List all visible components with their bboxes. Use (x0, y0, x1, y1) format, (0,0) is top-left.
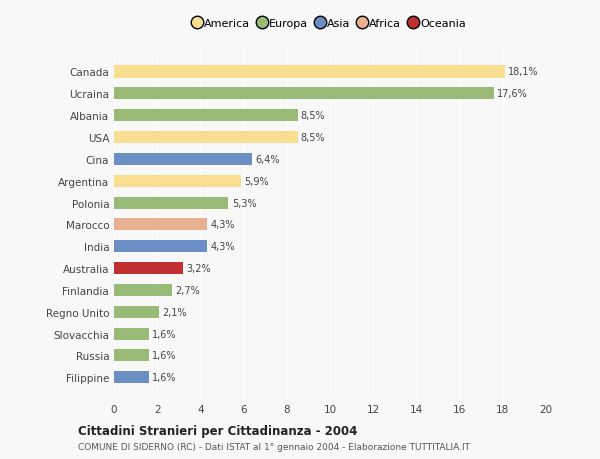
Text: 17,6%: 17,6% (497, 89, 528, 99)
Bar (114, 371, 149, 383)
Text: 8,5%: 8,5% (301, 111, 325, 121)
Bar (114, 132, 298, 144)
Legend: America, Europa, Asia, Africa, Oceania: America, Europa, Asia, Africa, Oceania (190, 14, 470, 33)
Text: 1,6%: 1,6% (152, 329, 176, 339)
Text: 6,4%: 6,4% (256, 155, 280, 164)
Text: 4,3%: 4,3% (210, 242, 235, 252)
Bar (114, 219, 207, 231)
Bar (114, 284, 172, 297)
Text: 1,6%: 1,6% (152, 373, 176, 382)
Text: 8,5%: 8,5% (301, 133, 325, 143)
Bar (114, 110, 298, 122)
Bar (114, 328, 149, 340)
Bar (114, 263, 183, 274)
Text: Cittadini Stranieri per Cittadinanza - 2004: Cittadini Stranieri per Cittadinanza - 2… (78, 424, 358, 437)
Text: 2,1%: 2,1% (163, 307, 187, 317)
Bar (114, 350, 149, 362)
Text: COMUNE DI SIDERNO (RC) - Dati ISTAT al 1° gennaio 2004 - Elaborazione TUTTITALIA: COMUNE DI SIDERNO (RC) - Dati ISTAT al 1… (78, 442, 470, 451)
Bar (114, 88, 494, 100)
Text: 4,3%: 4,3% (210, 220, 235, 230)
Bar (114, 241, 207, 253)
Bar (114, 306, 160, 318)
Text: 5,9%: 5,9% (245, 176, 269, 186)
Bar (114, 197, 229, 209)
Text: 2,7%: 2,7% (176, 285, 200, 295)
Bar (114, 175, 241, 187)
Bar (114, 153, 252, 166)
Text: 5,3%: 5,3% (232, 198, 256, 208)
Bar (114, 67, 505, 78)
Text: 1,6%: 1,6% (152, 351, 176, 361)
Text: 18,1%: 18,1% (508, 67, 539, 77)
Text: 3,2%: 3,2% (187, 263, 211, 274)
